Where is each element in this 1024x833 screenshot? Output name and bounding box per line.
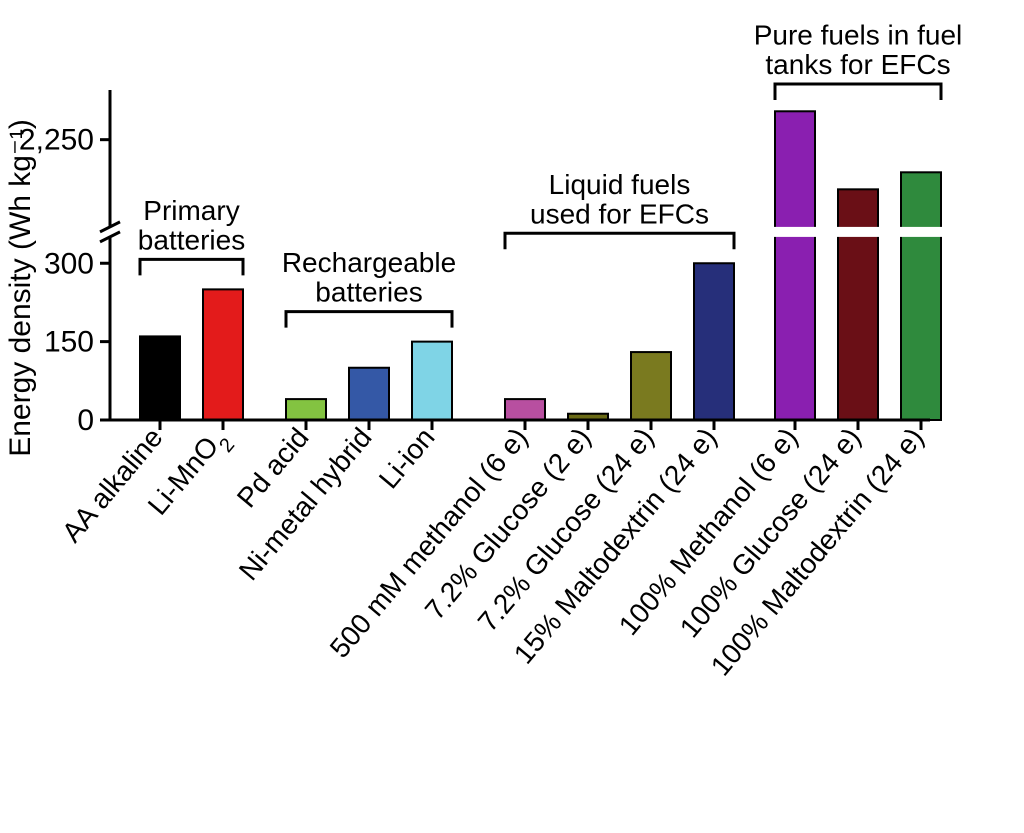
bar-500-mm-methanol-6-e (505, 399, 545, 420)
group-title-liquid-fuels-efcs-line0: Liquid fuels (549, 169, 691, 200)
ytick-label-300: 300 (44, 247, 94, 280)
bar-li-mno2 (203, 289, 243, 420)
ytick-label-150: 150 (44, 326, 94, 359)
chart-svg: 01503002,250Energy density (Wh kg⁻¹)AA a… (0, 0, 1024, 833)
bar-pd-acid (286, 399, 326, 420)
bar-15-maltodextrin-24-e (694, 263, 734, 420)
group-title-rechargeable-batteries-line1: batteries (315, 277, 422, 308)
group-title-pure-fuels-efcs-line0: Pure fuels in fuel (754, 20, 963, 51)
ytick-label-0: 0 (77, 404, 94, 437)
bar-7-2-glucose-24-e (631, 352, 671, 420)
bar-ni-metal-hybrid (349, 368, 389, 420)
bar-100-maltodextrin-24-e (901, 172, 941, 420)
group-title-liquid-fuels-efcs-line1: used for EFCs (530, 198, 709, 229)
group-title-pure-fuels-efcs-line1: tanks for EFCs (765, 49, 950, 80)
bar-li-ion (412, 342, 452, 420)
group-title-primary-batteries-line0: Primary (143, 195, 239, 226)
y-axis-label: Energy density (Wh kg⁻¹) (4, 119, 37, 457)
bar-aa-alkaline (140, 336, 180, 420)
bar-100-methanol-6-e (775, 111, 815, 420)
group-title-primary-batteries-line1: batteries (138, 224, 245, 255)
energy-density-chart: 01503002,250Energy density (Wh kg⁻¹)AA a… (0, 0, 1024, 833)
bar-100-glucose-24-e (838, 189, 878, 420)
group-title-rechargeable-batteries-line0: Rechargeable (282, 247, 456, 278)
